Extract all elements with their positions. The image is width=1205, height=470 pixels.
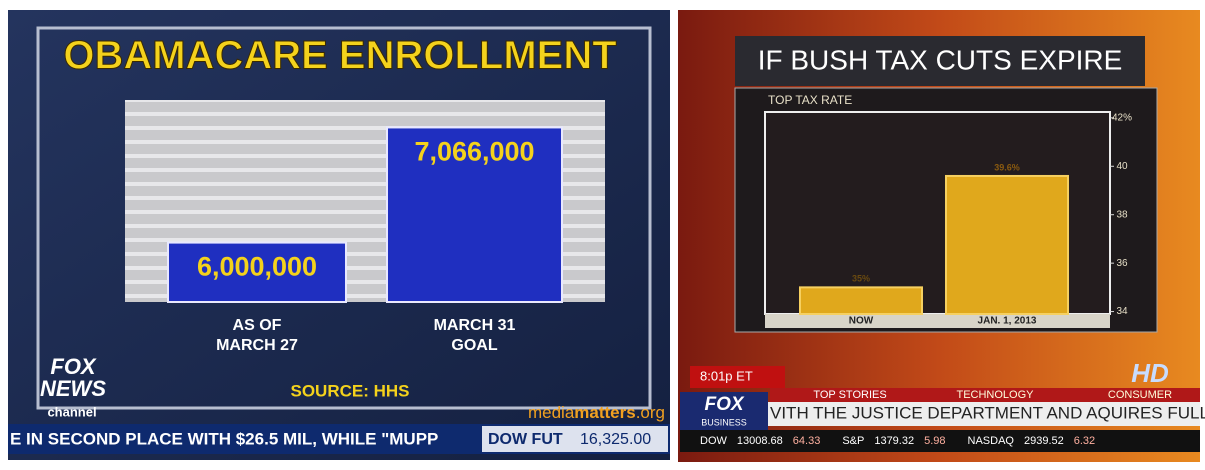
x-tick-label: GOAL bbox=[451, 337, 497, 354]
y-tick-label: 36 bbox=[1116, 258, 1128, 269]
value-label: 6,000,000 bbox=[197, 252, 317, 282]
watermark: mediamatters.org bbox=[528, 403, 665, 422]
logo: channel bbox=[47, 404, 96, 419]
y-tick-label: 40 bbox=[1116, 161, 1128, 172]
category-strip bbox=[765, 314, 1110, 328]
tab: TOP STORIES bbox=[813, 389, 886, 401]
tab: TECHNOLOGY bbox=[956, 389, 1034, 401]
y-tick-label: 34 bbox=[1116, 306, 1128, 317]
value-label: 7,066,000 bbox=[414, 137, 534, 167]
y-axis-label: TOP TAX RATE bbox=[768, 93, 852, 107]
chart-title: IF BUSH TAX CUTS EXPIRE bbox=[758, 44, 1123, 75]
screenshot: OBAMACARE ENROLLMENT SOURCE: HHS FOX NEW… bbox=[0, 0, 1205, 465]
quote: 1379.32 bbox=[874, 435, 914, 447]
chart-title: OBAMACARE ENROLLMENT bbox=[63, 34, 616, 78]
logo: NEWS bbox=[40, 376, 106, 401]
quote: DOW bbox=[700, 435, 728, 447]
value-label: 39.6% bbox=[994, 162, 1020, 172]
quote: 5.98 bbox=[924, 435, 945, 447]
value-label: 35% bbox=[852, 274, 870, 284]
quote: 2939.52 bbox=[1024, 435, 1064, 447]
quote: S&P bbox=[842, 435, 864, 447]
tab: CONSUMER bbox=[1108, 389, 1172, 401]
x-tick-label: NOW bbox=[849, 316, 874, 327]
x-tick-label: JAN. 1, 2013 bbox=[978, 316, 1037, 327]
quote: 13008.68 bbox=[737, 435, 783, 447]
ticker: VITH THE JUSTICE DEPARTMENT AND AQUIRES … bbox=[770, 403, 1205, 422]
x-tick-label: MARCH 31 bbox=[434, 317, 516, 334]
page: {"chart_data":[ {"type":"bar","title":"O… bbox=[0, 0, 1205, 465]
bar bbox=[946, 176, 1068, 314]
y-tick-label: 38 bbox=[1116, 209, 1128, 220]
y-tick-label: 42% bbox=[1112, 112, 1132, 123]
ticker: E IN SECOND PLACE WITH $26.5 MIL, WHILE … bbox=[10, 429, 438, 448]
source: SOURCE: HHS bbox=[290, 381, 409, 400]
quote-name: DOW FUT bbox=[488, 431, 563, 448]
quote: 64.33 bbox=[793, 435, 821, 447]
bar bbox=[800, 287, 922, 314]
x-tick-label: AS OF bbox=[233, 317, 282, 334]
logo: BUSINESS bbox=[701, 417, 747, 427]
time: 8:01p ET bbox=[700, 368, 753, 383]
x-tick-label: MARCH 27 bbox=[216, 337, 298, 354]
quotes: DOW 13008.68 64.33 S&P 1379.32 5.98 NASDAQ 2939… bbox=[700, 435, 1095, 447]
logo: FOX bbox=[704, 394, 744, 415]
quote: 6.32 bbox=[1074, 435, 1095, 447]
quote: NASDAQ bbox=[968, 435, 1015, 447]
quote-value: 16,325.00 bbox=[580, 431, 651, 448]
hd-badge: HD bbox=[1131, 358, 1169, 388]
